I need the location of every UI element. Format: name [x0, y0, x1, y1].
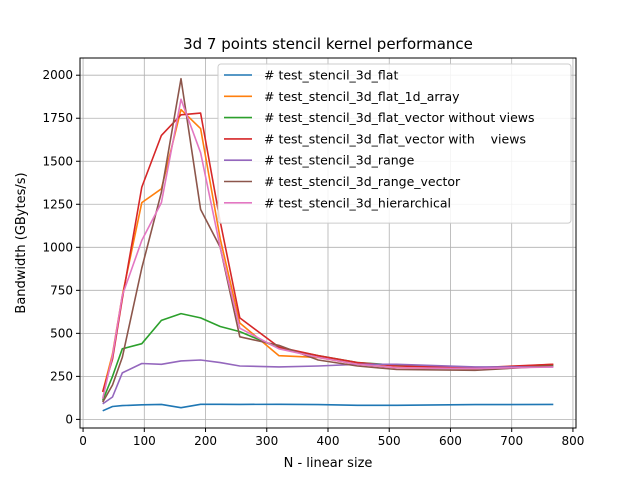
- x-axis-label: N - linear size: [284, 456, 373, 471]
- x-tick-label: 600: [439, 434, 462, 448]
- legend-entry: # test_stencil_3d_flat_vector with views: [264, 131, 526, 146]
- legend-entry: # test_stencil_3d_range_vector: [264, 174, 461, 189]
- y-tick-label: 1750: [42, 111, 73, 125]
- y-tick-label: 1500: [42, 154, 73, 168]
- series-line-5: [102, 359, 554, 405]
- x-tick-label: 200: [194, 434, 217, 448]
- x-tick-label: 300: [255, 434, 278, 448]
- legend-entry: # test_stencil_3d_flat_1d_array: [264, 89, 460, 104]
- x-tick-label: 0: [79, 434, 87, 448]
- x-tick-label: 400: [317, 434, 340, 448]
- x-tick-label: 800: [561, 434, 584, 448]
- y-tick-label: 500: [50, 326, 73, 340]
- x-tick-label: 700: [500, 434, 523, 448]
- legend-entry: # test_stencil_3d_flat: [264, 68, 398, 83]
- y-tick-label: 750: [50, 283, 73, 297]
- y-tick-label: 1250: [42, 197, 73, 211]
- y-tick-label: 250: [50, 369, 73, 383]
- y-tick-label: 2000: [42, 68, 73, 82]
- y-tick-label: 0: [65, 412, 73, 426]
- legend-entry: # test_stencil_3d_range: [264, 153, 415, 168]
- x-tick-label: 100: [133, 434, 156, 448]
- y-tick-label: 1000: [42, 240, 73, 254]
- chart-title: 3d 7 points stencil kernel performance: [183, 35, 473, 53]
- series-line-7: [101, 98, 554, 399]
- y-axis-label: Bandwidth (GBytes/s): [14, 172, 29, 313]
- legend-box: [217, 63, 572, 224]
- x-tick-label: 500: [378, 434, 401, 448]
- legend-entry: # test_stencil_3d_flat_vector without vi…: [264, 110, 535, 125]
- legend-entry: # test_stencil_3d_hierarchical: [264, 195, 451, 210]
- legend: # test_stencil_3d_flat # test_stencil_3d_…: [217, 63, 572, 224]
- ticks: 0 100 200 300 400 500 600 700 800 0 250 500 750 1000 1…: [42, 68, 584, 448]
- series-line-1: [102, 403, 554, 412]
